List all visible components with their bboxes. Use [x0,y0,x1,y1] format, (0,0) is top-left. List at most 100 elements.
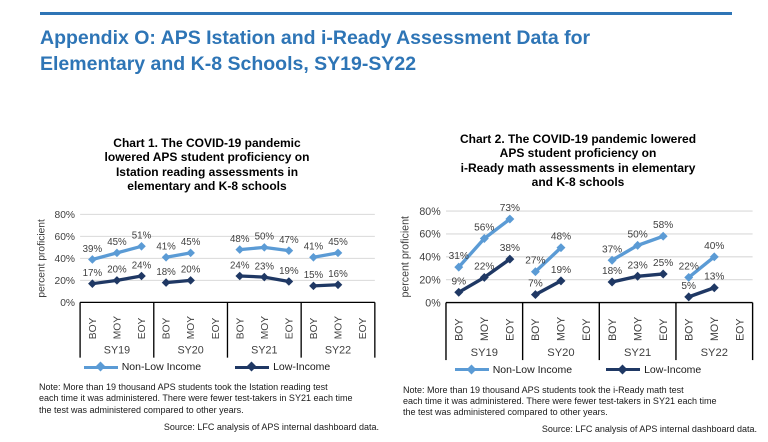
svg-text:BOY: BOY [683,318,695,340]
data-label: 20% [181,264,201,275]
svg-text:EOY: EOY [137,317,148,339]
data-label: 51% [132,230,152,241]
series-non-low-income: 39% 45% 51% 41% 45% 48% 50% 47% 41% 45% [83,230,348,264]
data-label: 58% [653,220,673,231]
data-point-marker [186,248,195,257]
svg-text:SY21: SY21 [624,346,651,358]
data-label: 15% [304,270,324,281]
svg-text:MOY: MOY [632,316,644,340]
legend-item-non-low-income: Non-Low Income [454,363,573,376]
svg-text:60%: 60% [55,232,75,243]
svg-text:EOY: EOY [505,318,517,340]
y-axis-title: percent proficient [400,216,412,298]
data-label: 24% [132,260,152,271]
svg-text:80%: 80% [55,210,75,221]
series-low-income: 9% 22% 38% 7% 19% 18% 23% 25% 5% 13% [451,243,724,301]
data-label: 20% [107,264,127,275]
svg-text:BOY: BOY [162,317,173,339]
data-point-marker [112,248,122,257]
data-label: 22% [679,261,699,272]
data-label: 16% [328,269,348,280]
page-header: Appendix O: APS Istation and i-Ready Ass… [40,12,732,77]
data-point-marker [454,287,464,297]
chart-2-plot: 0% 20% 40% 60% 80% percent proficient BOY MOY EO… [400,203,754,360]
data-point-marker [505,254,515,264]
data-label: 23% [628,260,648,271]
svg-text:MOY: MOY [334,315,345,338]
data-point-marker [112,275,122,285]
svg-text:EOY: EOY [211,317,222,339]
chart-2-title: Chart 2. The COVID-19 pandemic lowered A… [459,132,697,190]
data-label: 50% [255,231,275,242]
chart-1-panel: Chart 1. The COVID-19 pandemic lowered A… [33,132,381,432]
data-label: 5% [681,280,696,291]
y-axis-ticks: 0% 20% 40% 60% 80% [55,210,75,309]
svg-text:BOY: BOY [453,318,465,340]
legend-item-non-low-income: Non-Low Income [83,361,201,373]
chart-2-source: Source: LFC analysis of APS internal das… [541,424,757,435]
data-label: 37% [602,244,622,255]
svg-text:EOY: EOY [358,317,369,339]
data-point-marker [88,278,97,288]
chart-2-note: Note: More than 19 thousand APS students… [403,384,717,418]
data-point-marker [260,242,269,252]
series-low-income: 17% 20% 24% 18% 20% 24% 23% 19% 15% 16% [83,260,348,290]
data-label: 19% [551,264,571,275]
low-income-line-marker-icon [606,364,641,376]
data-label: 38% [500,243,520,254]
header-rule [40,12,732,15]
data-point-marker [161,252,171,262]
data-label: 31% [449,251,469,262]
svg-text:MOY: MOY [709,316,721,340]
legend-label: Non-Low Income [492,363,573,376]
svg-text:EOY: EOY [284,317,295,339]
data-point-marker [479,233,489,243]
svg-text:MOY: MOY [113,315,124,338]
data-point-marker [530,266,540,276]
data-point-marker [556,242,566,252]
svg-text:SY19: SY19 [471,346,498,358]
non-low-income-line-marker-icon [454,364,489,376]
svg-text:BOY: BOY [607,318,619,340]
data-point-marker [530,289,540,299]
legend-item-low-income: Low-Income [235,361,330,373]
series-non-low-income: 31% 56% 73% 27% 48% 37% 50% 58% 22% 40% [449,203,724,282]
data-label: 22% [474,261,494,272]
non-low-income-line-marker-icon [83,361,118,373]
data-label: 7% [528,278,543,289]
data-label: 48% [230,233,250,244]
data-point-marker [235,244,245,254]
data-point-marker [186,275,195,285]
page-title: Appendix O: APS Istation and i-Ready Ass… [40,27,591,75]
category-labels: BOY MOY EOY SY19 BOY MOY EOY SY20 BOY MOY EOY SY21 B… [453,316,746,358]
data-label: 18% [602,266,622,277]
data-point-marker [684,272,694,282]
data-point-marker [709,282,719,292]
data-label: 24% [230,260,250,271]
charts-row: Chart 1. The COVID-19 pandemic lowered A… [33,132,759,434]
data-label: 27% [525,255,545,266]
svg-text:MOY: MOY [186,315,197,338]
data-label: 41% [156,241,176,252]
y-axis-ticks: 0% 20% 40% 60% 80% [419,205,441,309]
data-point-marker [556,275,566,285]
data-point-marker [333,280,343,289]
svg-text:EOY: EOY [581,318,593,340]
category-labels: BOY MOY EOY SY19 BOY MOY EOY SY20 BOY MOY EOY SY21 B… [88,315,369,356]
svg-text:EOY: EOY [735,318,747,340]
data-label: 45% [107,237,127,248]
data-point-marker [137,271,146,280]
data-point-marker [284,245,294,255]
svg-text:SY21: SY21 [251,344,277,356]
data-label: 50% [628,229,648,240]
chart-1-legend: Non-Low Income Low-Income [33,361,381,373]
data-point-marker [709,251,719,261]
data-label: 73% [500,203,520,214]
data-point-marker [88,254,97,264]
legend-label: Low-Income [644,363,702,376]
data-point-marker [607,277,617,287]
category-axis [79,301,376,358]
svg-text:SY22: SY22 [701,346,728,358]
data-label: 17% [83,268,103,279]
